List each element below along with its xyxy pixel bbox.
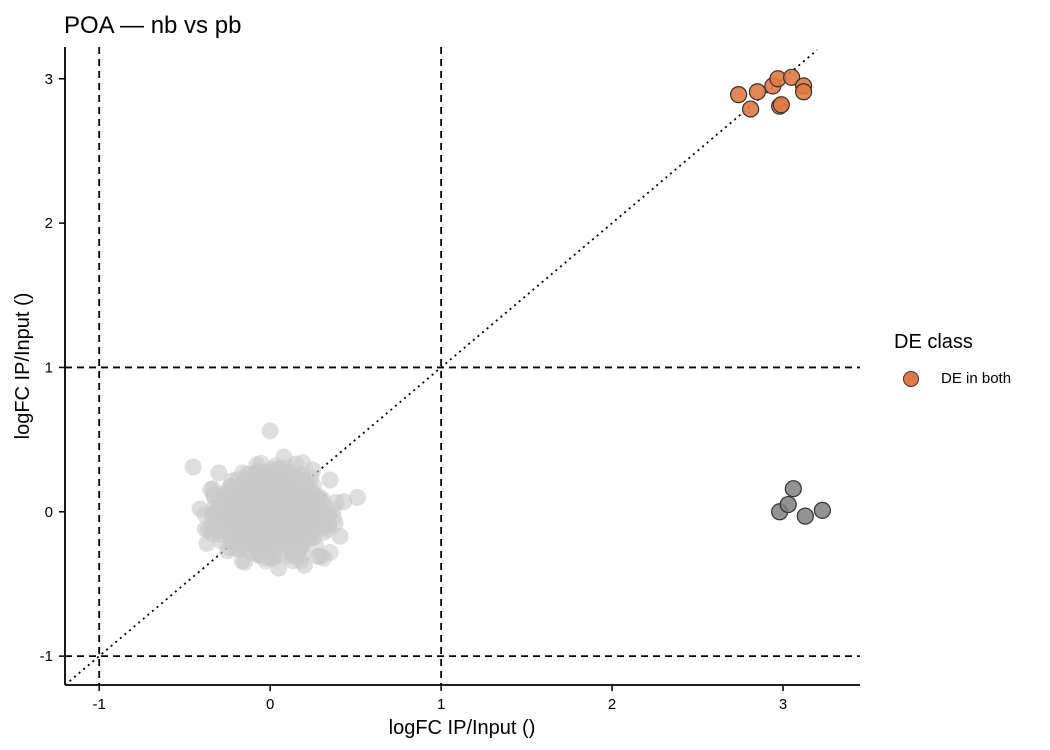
data-points: [184, 68, 831, 577]
background-point: [326, 514, 344, 532]
diagonal-dotted-line: [64, 49, 818, 686]
background-point: [292, 539, 310, 557]
legend: DE class DE in both: [894, 331, 1011, 387]
y-tick-label: -1: [40, 648, 53, 665]
background-point: [335, 493, 353, 511]
legend-item-de-in-both: DE in both: [894, 370, 1011, 387]
legend-key-de-in-both: [903, 370, 919, 387]
background-point: [184, 458, 202, 476]
background-point: [304, 461, 322, 479]
background-point: [300, 490, 318, 508]
legend-label: DE in both: [941, 370, 1012, 387]
background-point: [218, 542, 236, 560]
de-point: [748, 83, 767, 101]
background-point: [253, 515, 271, 533]
background-point: [309, 548, 327, 566]
x-tick-label: 1: [437, 696, 445, 713]
background-point: [348, 488, 366, 506]
de-point: [783, 68, 801, 86]
de-point: [794, 83, 813, 101]
background-point: [250, 545, 268, 563]
gray-point: [779, 495, 797, 514]
background-point: [321, 471, 339, 489]
background-point: [287, 455, 305, 473]
background-point: [270, 497, 288, 515]
gray-point: [784, 480, 802, 498]
background-point: [227, 494, 245, 512]
chart-title: POA — nb vs pb: [64, 12, 241, 39]
background-point: [236, 553, 254, 571]
de-point: [772, 96, 790, 114]
y-axis-label: logFC IP/Input (): [12, 293, 34, 440]
gray-point: [813, 501, 831, 519]
de-point: [730, 86, 748, 104]
background-point: [196, 520, 214, 538]
x-tick-label: 3: [779, 696, 787, 713]
y-tick-label: 0: [45, 504, 53, 521]
de-point: [741, 100, 760, 118]
background-point: [198, 535, 216, 553]
background-point: [331, 527, 349, 545]
x-tick-label: -1: [93, 696, 106, 713]
y-tick-label: 2: [45, 215, 53, 232]
background-point: [266, 471, 284, 489]
background-point: [270, 559, 288, 577]
gray-point: [796, 507, 814, 525]
background-point: [210, 464, 228, 482]
x-tick-label: 2: [608, 696, 616, 713]
reference-lines: [64, 47, 860, 686]
background-point: [281, 509, 299, 527]
x-axis-label: logFC IP/Input (): [389, 717, 536, 739]
y-tick-label: 1: [45, 359, 53, 376]
background-point: [295, 556, 313, 574]
background-point: [310, 505, 328, 523]
y-tick-label: 3: [45, 71, 53, 88]
background-point: [191, 500, 209, 518]
x-tick-label: 0: [266, 696, 274, 713]
legend-title: DE class: [894, 331, 973, 353]
background-point: [205, 485, 223, 503]
axes: -1 0 1 2 3 -1 0 1 2 3: [40, 47, 860, 713]
background-point: [261, 422, 279, 440]
background-point: [231, 520, 249, 538]
